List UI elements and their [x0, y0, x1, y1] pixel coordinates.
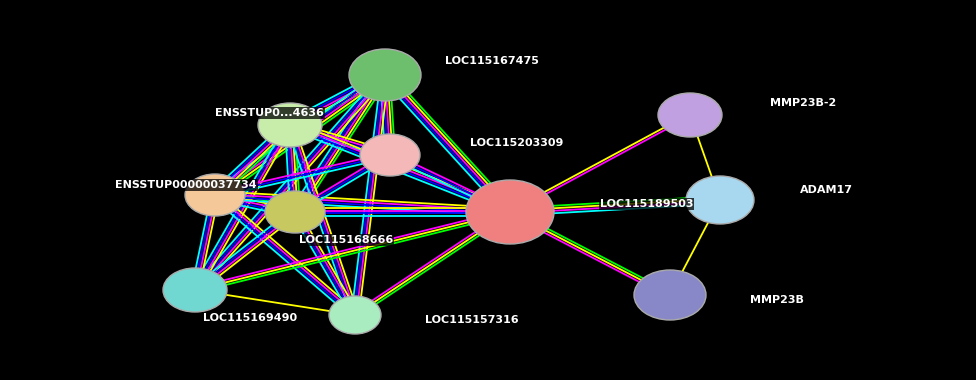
Ellipse shape [349, 49, 421, 101]
Text: ENSSTUP0...4636: ENSSTUP0...4636 [215, 108, 324, 118]
Ellipse shape [360, 134, 420, 176]
Ellipse shape [658, 93, 722, 137]
Text: LOC115168666: LOC115168666 [299, 235, 393, 245]
Text: LOC115203309: LOC115203309 [470, 138, 563, 148]
Text: ADAM17: ADAM17 [800, 185, 853, 195]
Ellipse shape [466, 180, 554, 244]
Ellipse shape [185, 174, 245, 216]
Ellipse shape [265, 191, 325, 233]
Text: MMP23B: MMP23B [750, 295, 804, 305]
Text: ENSSTUP00000037734: ENSSTUP00000037734 [115, 180, 257, 190]
Text: LOC115169490: LOC115169490 [203, 313, 297, 323]
Ellipse shape [686, 176, 754, 224]
Text: MMP23B-2: MMP23B-2 [770, 98, 836, 108]
Ellipse shape [634, 270, 706, 320]
Text: LOC115157316: LOC115157316 [425, 315, 518, 325]
Ellipse shape [163, 268, 227, 312]
Ellipse shape [329, 296, 381, 334]
Ellipse shape [258, 103, 322, 147]
Text: LOC115189503: LOC115189503 [600, 199, 694, 209]
Text: LOC115167475: LOC115167475 [445, 56, 539, 66]
